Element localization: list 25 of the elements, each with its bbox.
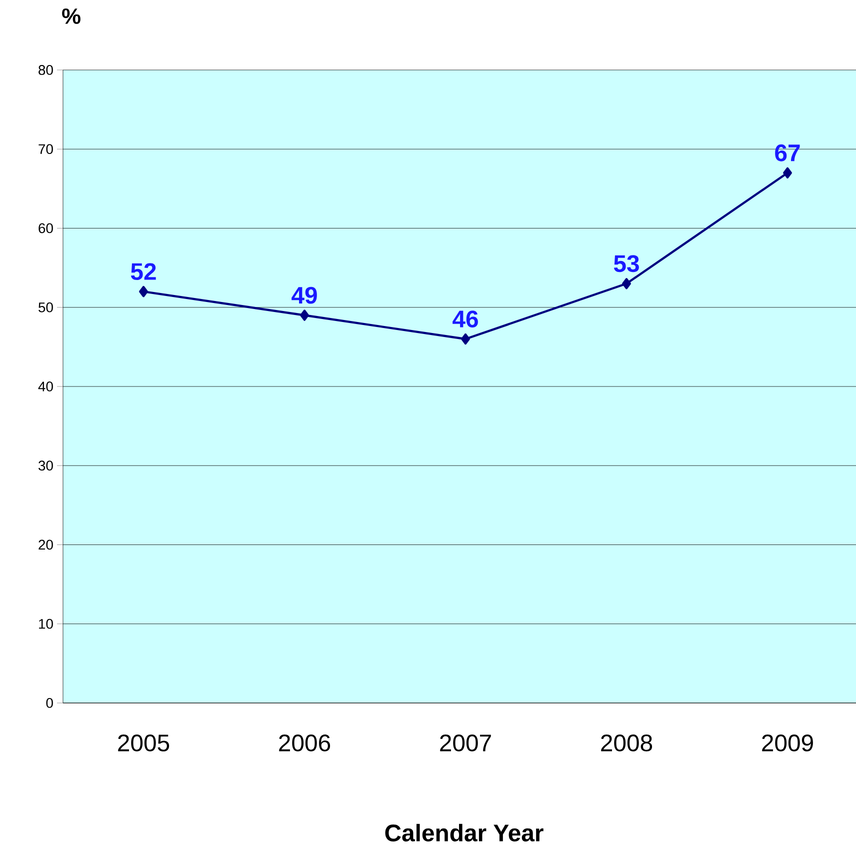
y-tick-label: 50 (38, 302, 53, 312)
x-axis-title: Calendar Year (385, 824, 544, 842)
y-axis-title: % (62, 8, 80, 24)
y-tick-label: 60 (38, 223, 53, 234)
point (300, 310, 309, 321)
data-label: 53 (614, 255, 639, 272)
data-label: 49 (292, 286, 317, 304)
x-tick-label: 2006 (279, 734, 330, 752)
data-label: 46 (452, 310, 478, 328)
y-tick-label: 40 (38, 382, 53, 392)
x-tick-label: 2007 (440, 734, 491, 752)
y-tick-label: 20 (38, 540, 53, 550)
y-tick-label: 30 (38, 460, 53, 471)
y-tick-label: 10 (39, 618, 53, 629)
point (461, 333, 470, 345)
x-tick-label: 2009 (762, 734, 813, 752)
point (139, 286, 148, 298)
data-label: 52 (130, 263, 156, 280)
x-tick-label: 2005 (118, 734, 170, 752)
y-tick-label: 70 (38, 144, 53, 154)
y-tick-label: 80 (38, 65, 53, 75)
point (783, 167, 792, 178)
y-tick-label: 0 (46, 698, 53, 708)
point (622, 278, 631, 290)
x-tick-label: 2008 (601, 734, 652, 752)
